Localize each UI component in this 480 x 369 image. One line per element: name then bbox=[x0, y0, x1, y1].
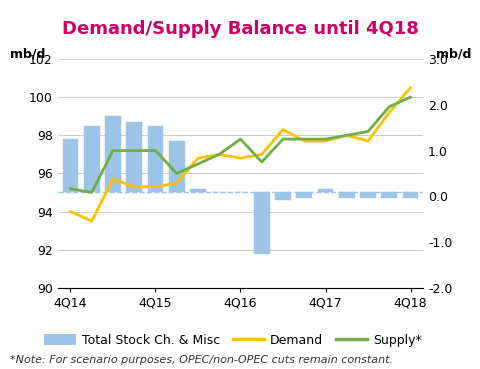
Bar bbox=[147, 126, 163, 193]
Bar bbox=[253, 193, 269, 254]
Bar bbox=[126, 122, 142, 193]
Title: Demand/Supply Balance until 4Q18: Demand/Supply Balance until 4Q18 bbox=[62, 20, 418, 38]
Bar bbox=[338, 193, 354, 198]
Bar bbox=[402, 193, 418, 198]
Text: mb/d: mb/d bbox=[435, 48, 470, 61]
Text: *Note: For scenario purposes, OPEC/non-OPEC cuts remain constant.: *Note: For scenario purposes, OPEC/non-O… bbox=[10, 355, 392, 365]
Bar bbox=[275, 193, 290, 200]
Bar bbox=[105, 116, 120, 193]
Bar bbox=[317, 189, 333, 193]
Bar bbox=[381, 193, 396, 198]
Bar bbox=[168, 141, 184, 193]
Legend: Total Stock Ch. & Misc, Demand, Supply*: Total Stock Ch. & Misc, Demand, Supply* bbox=[39, 329, 426, 352]
Bar bbox=[360, 193, 375, 198]
Bar bbox=[296, 193, 312, 198]
Bar bbox=[190, 189, 205, 193]
Text: mb/d: mb/d bbox=[10, 48, 45, 61]
Bar bbox=[62, 139, 78, 193]
Bar bbox=[84, 126, 99, 193]
